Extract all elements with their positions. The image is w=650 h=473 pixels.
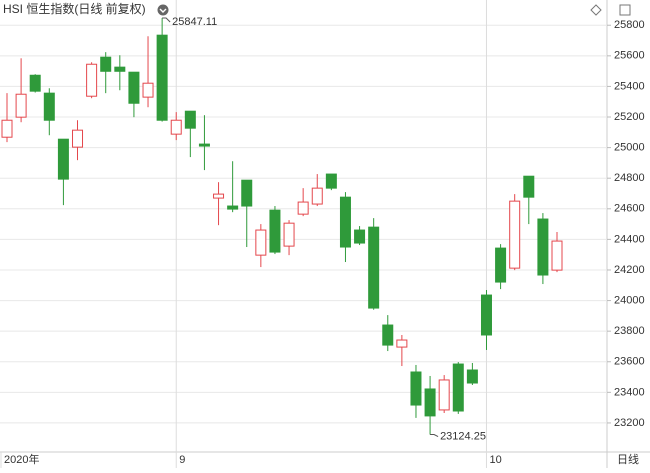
candle-body [170,119,182,135]
period-label: 日线 [617,452,639,466]
y-tick-label: 25200 [614,111,645,123]
candle-body [523,175,535,198]
square-icon[interactable] [619,4,631,16]
candle-body [241,179,253,207]
annotation-leader [430,434,439,437]
candle-body [311,187,323,205]
candle-body [438,379,450,411]
y-tick-label: 24200 [614,264,645,276]
y-tick-label: 25600 [614,50,645,62]
candle-body [1,119,13,138]
y-tick-label: 23400 [614,386,645,398]
candle-body [43,92,55,121]
x-tick-label: 9 [179,454,185,466]
candle-body [227,205,239,210]
y-tick-label: 24600 [614,203,645,215]
candle-body [480,294,492,336]
candle-body [184,110,196,129]
x-tick-label: 2020年 [4,452,39,466]
high-label: 25847.11 [172,16,217,28]
y-tick-label: 25000 [614,142,645,154]
candle-body [128,71,140,104]
candle-body [452,363,464,412]
y-tick-label: 25800 [614,19,645,31]
y-tick-label: 25400 [614,80,645,92]
candle-body [72,129,84,148]
y-tick-label: 24800 [614,172,645,184]
annotation-leader [162,17,171,23]
y-tick-label: 23800 [614,325,645,337]
y-tick-label: 24400 [614,233,645,245]
candle-body [142,82,154,98]
low-label: 23124.25 [440,430,486,442]
candle-body [213,193,225,199]
candle-body [495,247,507,283]
candle-body [57,138,69,180]
y-tick-label: 23200 [614,417,645,429]
candle-body [537,218,549,276]
y-tick-label: 24000 [614,294,645,306]
chart-title: HSI 恒生指数(日线 前复权) [3,1,146,16]
candle-body [339,196,351,248]
candle-body [354,229,366,244]
candle-body [551,240,563,271]
candle-body [269,209,281,253]
candle-body [100,56,112,72]
candle-body [297,201,309,215]
candle-body [410,371,422,406]
candle-body [368,226,380,309]
candle-body [255,229,267,256]
candle-body [382,324,394,346]
candle-body [114,66,126,72]
candle-body [325,173,337,189]
candle-body [396,339,408,348]
candle-body [509,200,521,269]
candle-body [424,388,436,417]
candle-body [283,222,295,247]
candle-body [466,369,478,384]
candle-body [156,34,168,121]
menu-icon[interactable] [157,4,169,16]
candle-body [29,74,41,92]
candle-body [86,63,98,97]
y-tick-label: 23600 [614,356,645,368]
candle-body [198,143,210,147]
candle-body [15,93,27,118]
diamond-icon[interactable] [590,4,602,16]
x-tick-label: 10 [489,454,501,466]
